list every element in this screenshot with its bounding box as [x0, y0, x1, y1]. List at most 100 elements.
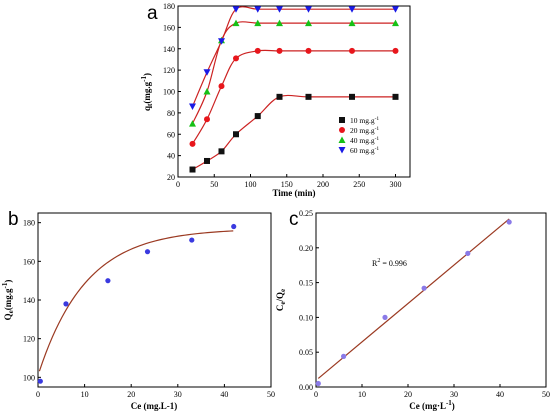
panel-b-ylabel-main: Q	[3, 313, 13, 320]
panel-c-fit-line-segment	[317, 218, 510, 379]
panel-a-point-s0-5	[276, 93, 283, 100]
panel-c-point-4	[465, 250, 471, 256]
panel-a-point-s2-0	[189, 120, 196, 127]
panel-a-ytick-label-2: 60	[167, 130, 175, 139]
panel-b-ylabel-unit: (mg.g	[3, 288, 13, 310]
panel-c-ytick-label-3: 0.15	[299, 279, 313, 288]
panel-c-point-1	[341, 353, 347, 359]
panel-b-ytick-label-2: 140	[23, 296, 35, 305]
panel-b-xlabel: Ce (mg.L-1)	[131, 401, 178, 411]
panel-a-ytick-label-4: 100	[163, 88, 175, 97]
panel-a-ytick-label-0: 20	[167, 173, 175, 182]
panel-b-fit-line	[38, 230, 234, 372]
panel-a-ytick-label-7: 160	[163, 23, 175, 32]
panel-c-xlabel: Ce (mg·L-1)	[409, 399, 455, 411]
panel-a-point-s1-4	[254, 47, 261, 54]
panel-b-xtick-label-1: 10	[81, 390, 89, 399]
panel-a-point-s1-5	[276, 47, 283, 54]
panel-c-ylabel: Ce/Qe	[275, 289, 287, 311]
panel-a-point-s1-3	[233, 55, 239, 62]
panel-a-legend-label-1: 20 mg.g-1	[350, 126, 379, 135]
panel-c-xtick-label-1: 10	[358, 390, 366, 399]
panel-a-point-s2-5	[276, 19, 283, 27]
panel-a-point-s2-1	[203, 88, 211, 95]
panel-a-ytick-label-5: 120	[163, 66, 175, 75]
panel-c-fit-line	[317, 218, 510, 379]
panel-a-xtick-label-2: 100	[245, 180, 257, 189]
panel-c-ylabel-2: /Q	[275, 292, 285, 303]
panel-c-xtick-label-4: 40	[496, 390, 504, 399]
panel-a-point-s1-6	[305, 47, 312, 54]
panel-a-xtick-label-0: 0	[176, 180, 180, 189]
panel-a-point-s1-8	[392, 47, 399, 54]
panel-a-point-s1-1	[204, 116, 210, 123]
panel-a-ylabel-close: )	[142, 73, 152, 76]
panel-b-ytick-label-4: 180	[23, 219, 35, 228]
panel-c-xtick-label-2: 20	[404, 390, 412, 399]
panel-a-legend-label-0: 10 mg.g-1	[350, 116, 379, 125]
panel-a-point-s3-2	[218, 38, 225, 45]
panel-b-ylabel: Qe(mg.g-1)	[1, 280, 15, 321]
panel-a-ticks: 0 50 100 150 200 250 300 20 40 60 80 100 120 140 160 18…	[163, 2, 402, 189]
panel-a-legend: 10 mg.g-120 mg.g-140 mg.g-160 mg.g-1	[338, 116, 379, 155]
panel-b-xtick-label-5: 50	[267, 390, 275, 399]
panel-b-point-2	[105, 278, 111, 284]
panel-a-ytick-label-3: 80	[167, 109, 175, 118]
panel-a-legend-label-2: 40 mg.g-1	[350, 136, 379, 145]
panel-a-ytick-label-1: 40	[167, 152, 175, 161]
panel-a-point-s0-8	[392, 93, 399, 100]
panel-a-ylabel: qt(mg.g-1)	[140, 73, 154, 111]
panel-a-point-s3-0	[189, 103, 196, 110]
panel-b-xtick-label-2: 20	[127, 390, 135, 399]
panel-a-xtick-label-1: 50	[210, 180, 218, 189]
panel-b-point-4	[189, 237, 195, 243]
panel-b-ylabel-close: )	[3, 280, 13, 283]
panel-c-point-2	[382, 314, 388, 320]
panel-b-ytick-label-3: 160	[23, 257, 35, 266]
panel-b-ylabel-exp: -1	[1, 282, 9, 288]
panel-a-point-s3-6	[305, 6, 312, 13]
panel-b-point-5	[231, 223, 237, 230]
panel-c-xlabel-close: )	[452, 401, 455, 411]
panel-label-a: a	[147, 3, 158, 24]
panel-c-ticks: 0 10 20 30 40 50 0.00 0.05 0.10 0.15 0.20 0.25	[299, 209, 550, 399]
panel-a-legend-marker-3	[338, 147, 346, 154]
panel-b-plot: 0 10 20 30 40 50 100 120 140 160 180 Ce (mg.L-1) Q…	[1, 212, 275, 411]
panel-b-point-0	[37, 378, 43, 384]
panel-b-xtick-label-4: 40	[220, 390, 228, 399]
panel-a-point-s0-0	[189, 166, 196, 173]
panel-c-ylabel-1: C	[275, 305, 285, 312]
panel-b-xtick-label-0: 0	[36, 390, 40, 399]
panel-a-point-s0-6	[305, 93, 312, 100]
panel-c-xtick-label-5: 50	[542, 390, 550, 399]
panel-a-xtick-label-5: 250	[353, 180, 365, 189]
panel-c-r2-exp: 2	[377, 258, 380, 264]
panel-c-ylabel-2sub: e	[279, 289, 287, 292]
panel-a-ylabel-sub: t	[146, 103, 154, 106]
panel-c-r2-annotation: R2 = 0.996	[372, 258, 407, 268]
panel-b-ticks: 0 10 20 30 40 50 100 120 140 160 180	[23, 219, 275, 399]
panel-a-point-s3-5	[276, 6, 283, 13]
panel-a-point-s1-7	[349, 47, 355, 54]
panel-c-ytick-label-5: 0.25	[299, 209, 313, 218]
panel-a-legend-label-3: 60 mg.g-1	[350, 146, 379, 155]
panel-c-point-3	[421, 285, 427, 291]
panel-a-xtick-label-4: 200	[317, 180, 329, 189]
panel-c-point-0	[315, 380, 321, 387]
panel-a-point-s3-7	[348, 6, 356, 13]
panel-label-b: b	[8, 209, 19, 230]
panel-a-point-s3-8	[392, 6, 399, 13]
panel-a-legend-marker-2	[338, 136, 346, 143]
panel-a-point-s0-1	[204, 157, 210, 164]
panel-c-ytick-label-0: 0.00	[299, 383, 313, 392]
panel-c-point-5	[506, 219, 512, 225]
panel-a-point-s2-3	[232, 19, 240, 27]
panel-a-point-s3-4	[254, 6, 262, 13]
panel-b-ylabel-sub: e	[7, 310, 15, 313]
panel-a-plot: 0 50 100 150 200 250 300 20 40 60 80 100 120 140 160 18…	[140, 2, 411, 198]
panel-a-xtick-label-3: 150	[281, 180, 293, 189]
panel-a-point-s0-2	[218, 148, 225, 155]
panel-a-point-s3-3	[232, 6, 240, 13]
panel-a-ytick-label-6: 140	[163, 45, 175, 54]
panel-a-legend-marker-1	[339, 127, 345, 133]
